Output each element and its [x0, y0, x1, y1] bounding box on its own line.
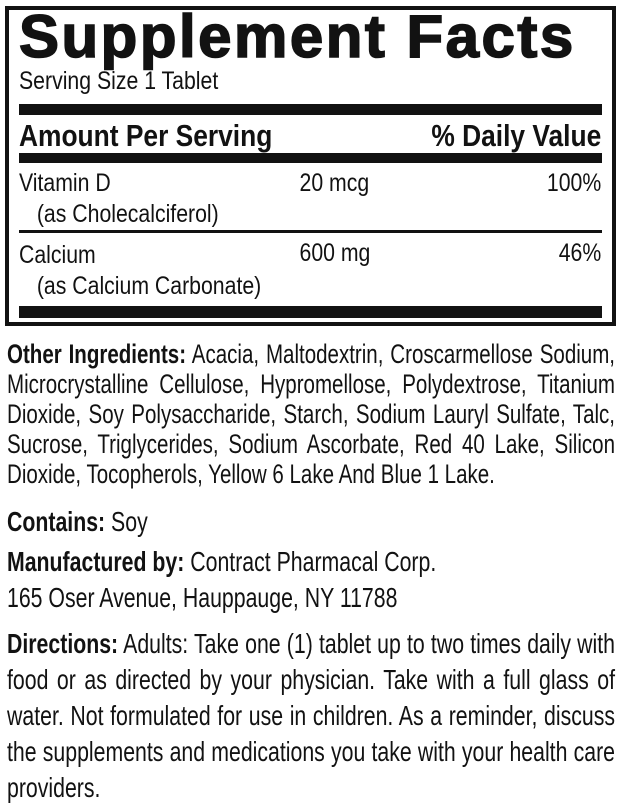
thick-divider-header	[19, 153, 602, 163]
contains-text: Soy	[111, 506, 148, 537]
label-text-sections: Other Ingredients: Acacia, Maltodextrin,…	[0, 339, 622, 806]
nutrient-name: Vitamin D	[19, 169, 111, 197]
manufacturer-line: Manufactured by: Contract Pharmacal Corp…	[7, 546, 436, 577]
thick-divider-bottom	[19, 306, 602, 318]
nutrient-detail: (as Cholecalciferol)	[36, 200, 219, 228]
amount-per-serving-header: Amount Per Serving	[19, 118, 273, 153]
directions-section: Directions: Adults: Take one (1) tablet …	[7, 626, 615, 806]
manufacturer-address: 165 Oser Avenue, Hauppauge, NY 11788	[7, 582, 398, 613]
thin-divider	[19, 230, 602, 233]
nutrient-name: Calcium	[19, 241, 96, 269]
directions-text: Adults: Take one (1) tablet up to two ti…	[7, 628, 616, 803]
thick-divider-top	[19, 104, 602, 115]
directions-label: Directions:	[7, 628, 119, 659]
contains-label: Contains:	[7, 506, 106, 537]
nutrient-amount: 20 mcg	[299, 169, 370, 197]
contains-section: Contains: Soy	[7, 505, 615, 539]
manufacturer-section: Manufactured by: Contract Pharmacal Corp…	[7, 544, 615, 616]
manufacturer-name: Contract Pharmacal Corp.	[190, 546, 437, 577]
nutrient-daily-value: 100%	[546, 169, 602, 197]
column-header-row: Amount Per Serving % Daily Value	[19, 115, 601, 153]
panel-title: Supplement Facts	[18, 3, 576, 70]
nutrient-daily-value: 46%	[558, 239, 602, 267]
nutrient-detail: (as Calcium Carbonate)	[36, 272, 262, 300]
serving-size: Serving Size 1 Tablet	[19, 67, 219, 95]
other-ingredients-text: Acacia, Maltodextrin, Croscarmellose Sod…	[7, 339, 615, 489]
other-ingredients-section: Other Ingredients: Acacia, Maltodextrin,…	[7, 339, 615, 489]
daily-value-header: % Daily Value	[431, 118, 602, 153]
nutrient-amount: 600 mg	[299, 239, 371, 267]
other-ingredients-label: Other Ingredients:	[7, 339, 187, 369]
nutrient-row-vitamin-d: Vitamin D (as Cholecalciferol) 20 mcg 10…	[19, 163, 601, 230]
manufacturer-label: Manufactured by:	[7, 546, 185, 577]
nutrient-row-calcium: Calcium (as Calcium Carbonate) 600 mg 46…	[19, 233, 601, 302]
supplement-facts-panel: Supplement Facts Serving Size 1 Tablet A…	[5, 6, 616, 326]
